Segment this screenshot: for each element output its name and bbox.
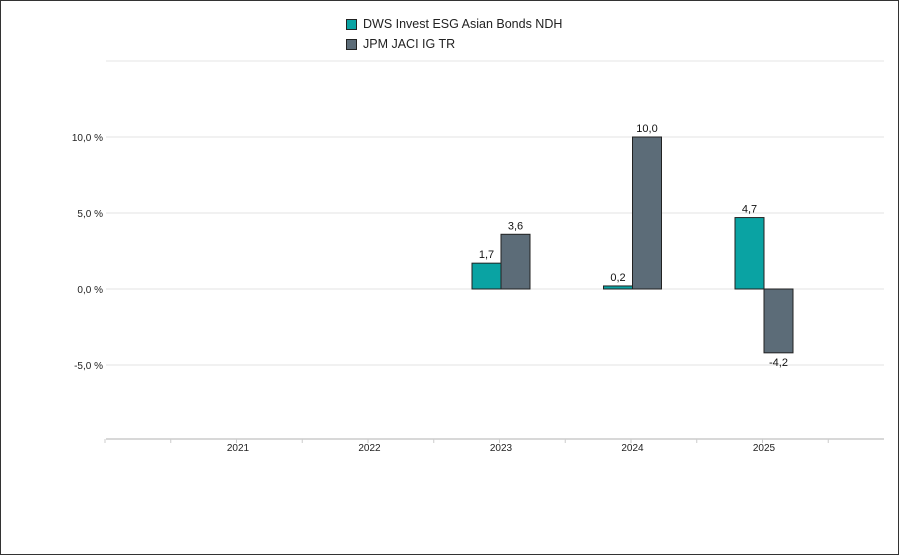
bar [603,285,633,290]
bar [500,233,531,290]
legend-item-jpm[interactable]: JPM JACI IG TR [346,34,562,54]
legend-label-dws: DWS Invest ESG Asian Bonds NDH [363,17,563,31]
legend-swatch-jpm [346,38,357,50]
data-label: -4,2 [769,357,788,369]
bar [734,217,765,290]
data-label: 1,7 [479,249,494,261]
legend-swatch-dws [346,18,357,30]
legend-label-jpm: JPM JACI IG TR [363,37,456,51]
bar [471,262,502,290]
x-tick-label: 2021 [227,443,250,454]
x-tick-label: 2025 [753,443,776,454]
legend: DWS Invest ESG Asian Bonds NDH JPM JACI … [346,14,562,54]
bar [632,136,662,290]
y-tick-label: 0,0 % [77,285,103,296]
data-label: 10,0 [636,123,657,135]
data-label: 3,6 [508,220,523,232]
data-label: 4,7 [742,204,757,216]
y-tick-label: 5,0 % [77,209,103,220]
x-tick-label: 2024 [621,443,644,454]
legend-item-dws[interactable]: DWS Invest ESG Asian Bonds NDH [346,14,562,34]
data-label: 0,2 [610,272,625,284]
x-tick-label: 2023 [490,443,513,454]
x-tick-label: 2022 [358,443,381,454]
y-tick-label: -5,0 % [74,361,103,372]
bar [763,288,794,354]
y-tick-label: 10,0 % [72,133,103,144]
